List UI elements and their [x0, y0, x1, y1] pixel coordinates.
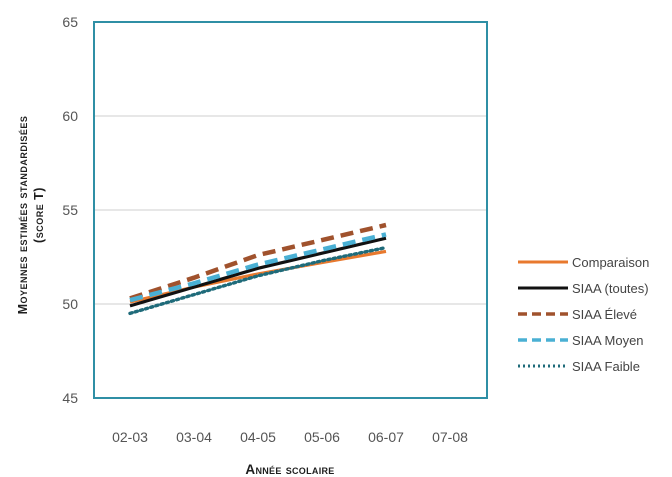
gridlines [94, 115, 487, 305]
legend-label: Comparaison [572, 255, 649, 270]
x-tick-label: 07-08 [432, 429, 468, 445]
x-tick-label: 02-03 [112, 429, 148, 445]
x-axis-label: Année scolaire [245, 462, 334, 477]
y-tick-labels: 45 50 55 60 65 [62, 14, 78, 406]
series-line-2 [129, 222, 387, 301]
series-line-4 [128, 245, 388, 316]
y-axis-label-line2: (score T) [32, 187, 46, 243]
legend-label: SIAA Faible [572, 359, 640, 374]
plot-frame [93, 21, 488, 399]
series-lines [128, 222, 388, 316]
y-tick-label: 65 [62, 14, 78, 30]
y-tick-label: 45 [62, 390, 78, 406]
y-tick-label: 50 [62, 296, 78, 312]
y-axis-label-line1: Moyennes estimées standardisées [16, 116, 30, 315]
y-tick-label: 55 [62, 202, 78, 218]
legend-label: SIAA (toutes) [572, 281, 649, 296]
legend: Comparaison SIAA (toutes) SIAA Élevé SIAA M… [518, 255, 649, 374]
x-tick-labels: 02-03 03-04 04-05 05-06 06-07 07-08 [112, 429, 468, 445]
x-tick-label: 06-07 [368, 429, 404, 445]
x-tick-label: 04-05 [240, 429, 276, 445]
x-tick-label: 03-04 [176, 429, 212, 445]
legend-label: SIAA Élevé [572, 307, 637, 322]
series-line-3 [129, 232, 387, 303]
x-tick-label: 05-06 [304, 429, 340, 445]
legend-label: SIAA Moyen [572, 333, 644, 348]
series-line-1 [129, 236, 387, 308]
y-tick-label: 60 [62, 108, 78, 124]
